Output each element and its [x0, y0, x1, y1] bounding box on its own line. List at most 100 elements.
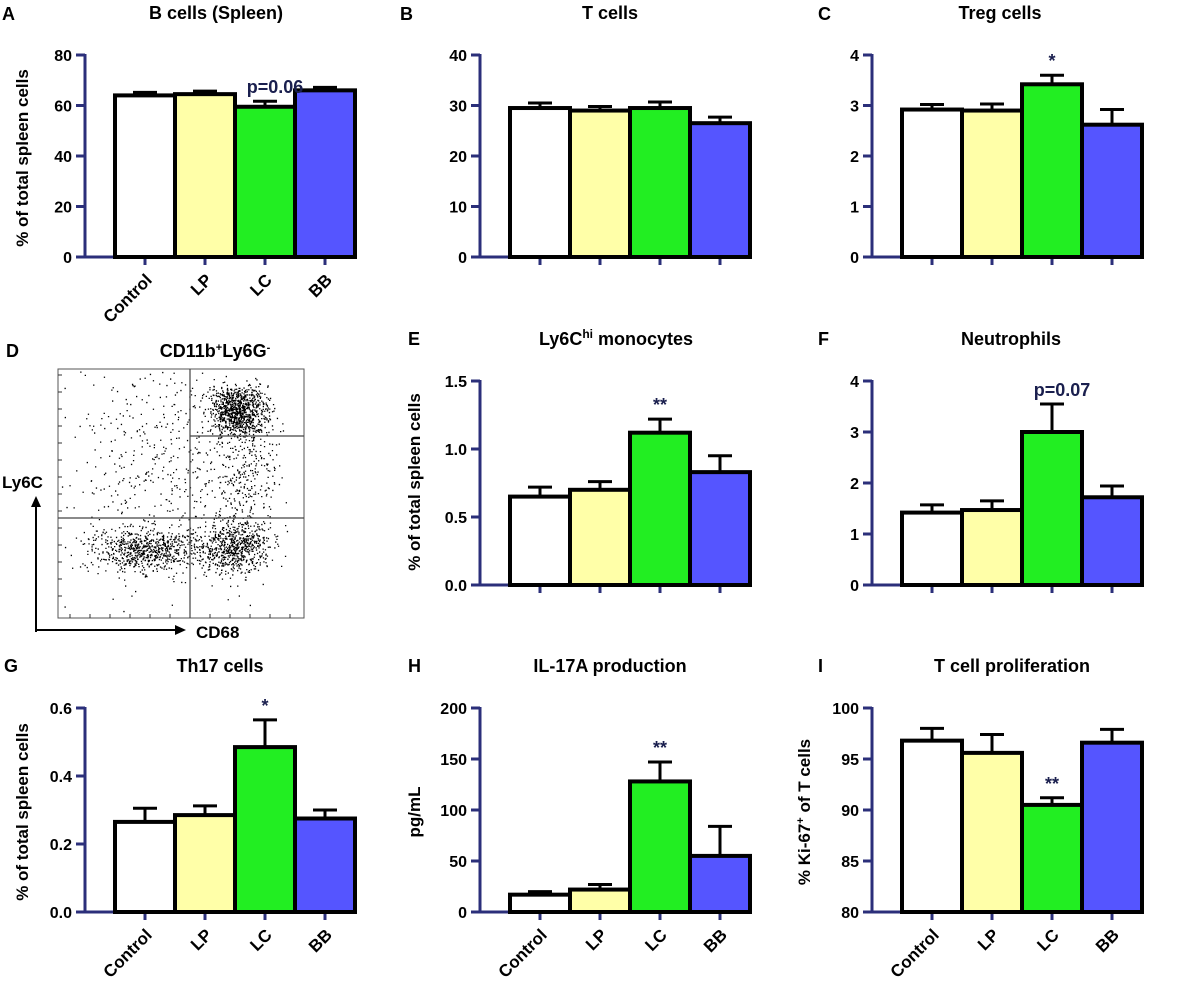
y-tick-label-a: 80: [54, 48, 72, 65]
bar-c-lp: [960, 108, 1024, 259]
significance-label-c: *: [1048, 51, 1055, 71]
bar-e-control: [508, 494, 572, 588]
bar-h-lp: [568, 887, 632, 914]
y-tick-label-h: 150: [440, 752, 467, 769]
y-tick-label-c: 3: [850, 99, 859, 116]
panel-label-h: H: [408, 656, 421, 676]
x-category-label-a: BB: [305, 270, 336, 301]
bar-c-control: [900, 107, 964, 260]
panel-label-b: B: [400, 4, 413, 24]
bar-f-control: [900, 510, 964, 588]
bar-f-lc: [1020, 430, 1084, 587]
panel-a: A B cells (Spleen) % of total spleen cel…: [2, 3, 357, 327]
y-tick-label-b: 0: [458, 250, 467, 267]
significance-label-h: **: [653, 738, 667, 758]
y-tick-label-c: 0: [850, 250, 859, 267]
flow-event-dots: [61, 371, 289, 613]
x-category-label-i: LP: [974, 925, 1003, 954]
y-tick-label-h: 0: [458, 905, 467, 922]
y-tick-label-e: 0.5: [445, 510, 467, 527]
flow-events: [58, 371, 291, 618]
bar-c-lc: [1020, 82, 1084, 260]
y-tick-label-i: 100: [832, 701, 859, 718]
y-tick-label-g: 0.2: [50, 837, 72, 854]
panel-i: I T cell proliferation % Ki-67+ of T cel…: [795, 656, 1144, 982]
significance-label-i: **: [1045, 774, 1059, 794]
y-tick-label-f: 3: [850, 425, 859, 442]
panel-label-e: E: [408, 329, 420, 349]
bar-g-lc: [233, 745, 297, 914]
x-category-label-i: Control: [887, 925, 943, 981]
y-axis-label-g: % of total spleen cells: [13, 723, 32, 901]
y-axis-label-e: % of total spleen cells: [405, 393, 424, 571]
bar-e-lc: [628, 430, 692, 587]
y-tick-label-h: 50: [449, 854, 467, 871]
y-axis-label-i: % Ki-67+ of T cells: [795, 739, 814, 885]
y-tick-label-f: 1: [850, 527, 859, 544]
flow-title: CD11b+Ly6G-: [160, 341, 271, 361]
bar-c-bb: [1080, 122, 1144, 259]
chart-title-f: Neutrophils: [961, 329, 1061, 349]
bar-i-lc: [1020, 802, 1084, 915]
significance-label-f: p=0.07: [1034, 380, 1091, 400]
y-tick-label-i: 95: [841, 752, 859, 769]
y-axis-label-a: % of total spleen cells: [13, 69, 32, 247]
bar-a-lc: [233, 104, 297, 259]
bar-a-lp: [173, 92, 237, 259]
x-category-label-g: Control: [100, 925, 156, 981]
x-category-label-a: Control: [100, 270, 156, 326]
bar-i-control: [900, 738, 964, 915]
chart-title-g: Th17 cells: [176, 656, 263, 676]
y-tick-label-c: 4: [850, 48, 859, 65]
y-tick-label-b: 30: [449, 99, 467, 116]
flow-x-axis-label: CD68: [196, 623, 239, 642]
y-tick-label-e: 1.0: [445, 442, 467, 459]
x-category-label-g: LC: [246, 925, 275, 954]
bar-f-lp: [960, 508, 1024, 587]
x-category-label-g: BB: [305, 925, 336, 956]
chart-title-b: T cells: [582, 3, 638, 23]
bar-f-bb: [1080, 495, 1144, 587]
bar-i-bb: [1080, 740, 1144, 914]
bar-a-control: [113, 93, 177, 260]
chart-title-h: IL-17A production: [533, 656, 686, 676]
panel-g: G Th17 cells % of total spleen cells 0.0…: [4, 656, 357, 982]
bar-h-bb: [688, 853, 752, 915]
x-category-label-h: LC: [641, 925, 670, 954]
chart-title-i: T cell proliferation: [934, 656, 1090, 676]
y-tick-label-i: 80: [841, 905, 859, 922]
bar-b-lp: [568, 108, 632, 259]
x-category-label-h: BB: [700, 925, 731, 956]
y-tick-label-i: 85: [841, 854, 859, 871]
panel-h: H IL-17A production pg/mL 0 50 100 150 200 **…: [405, 656, 752, 982]
panel-f: F Neutrophils 0 1 2 3 4 p=0.07: [818, 329, 1144, 595]
panel-label-d: D: [6, 341, 19, 361]
bar-e-bb: [688, 470, 752, 587]
bar-h-lc: [628, 779, 692, 914]
bar-i-lp: [960, 750, 1024, 914]
significance-label-e: **: [653, 395, 667, 415]
flow-y-axis-label: Ly6C: [2, 473, 43, 492]
panel-d-flow-plot: D CD11b+Ly6G- Ly6C CD68: [2, 341, 305, 642]
x-category-label-i: BB: [1092, 925, 1123, 956]
y-tick-label-a: 40: [54, 149, 72, 166]
y-tick-label-b: 20: [449, 149, 467, 166]
significance-label-a: p=0.06: [247, 77, 304, 97]
panel-label-i: I: [818, 656, 823, 676]
y-tick-label-g: 0.0: [50, 905, 72, 922]
y-axis-label-h: pg/mL: [405, 787, 424, 838]
x-category-label-g: LP: [187, 925, 216, 954]
bar-b-control: [508, 106, 572, 260]
bar-g-control: [113, 819, 177, 915]
panel-label-a: A: [2, 4, 15, 24]
y-tick-label-h: 100: [440, 803, 467, 820]
flow-y-arrowhead: [31, 496, 41, 507]
y-tick-label-i: 90: [841, 803, 859, 820]
y-tick-label-f: 0: [850, 578, 859, 595]
y-tick-label-c: 2: [850, 149, 859, 166]
y-tick-label-b: 40: [449, 48, 467, 65]
chart-title-c: Treg cells: [958, 3, 1041, 23]
bar-h-control: [508, 892, 572, 914]
x-category-label-a: LC: [246, 270, 275, 299]
